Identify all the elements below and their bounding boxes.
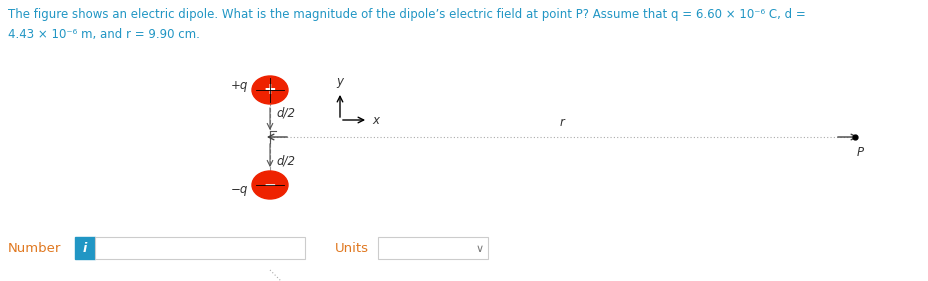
- Ellipse shape: [251, 76, 288, 104]
- Text: d/2: d/2: [276, 107, 295, 120]
- Text: P: P: [856, 146, 863, 159]
- Text: Number: Number: [8, 243, 61, 255]
- Text: 4.43 × 10⁻⁶ m, and r = 9.90 cm.: 4.43 × 10⁻⁶ m, and r = 9.90 cm.: [8, 28, 200, 41]
- Text: i: i: [83, 241, 87, 255]
- Text: −: −: [264, 178, 276, 192]
- Text: The figure shows an electric dipole. What is the magnitude of the dipole’s elect: The figure shows an electric dipole. Wha…: [8, 8, 805, 21]
- FancyBboxPatch shape: [95, 237, 304, 259]
- Text: Units: Units: [335, 243, 368, 255]
- FancyBboxPatch shape: [75, 237, 95, 259]
- Text: ∨: ∨: [475, 244, 483, 254]
- Ellipse shape: [251, 171, 288, 199]
- Text: d/2: d/2: [276, 155, 295, 167]
- Text: +q: +q: [230, 80, 248, 92]
- Text: y: y: [336, 75, 343, 88]
- Text: +: +: [264, 83, 276, 98]
- FancyBboxPatch shape: [378, 237, 487, 259]
- Text: r: r: [560, 116, 564, 129]
- Text: x: x: [371, 114, 379, 126]
- Text: −q: −q: [230, 182, 248, 196]
